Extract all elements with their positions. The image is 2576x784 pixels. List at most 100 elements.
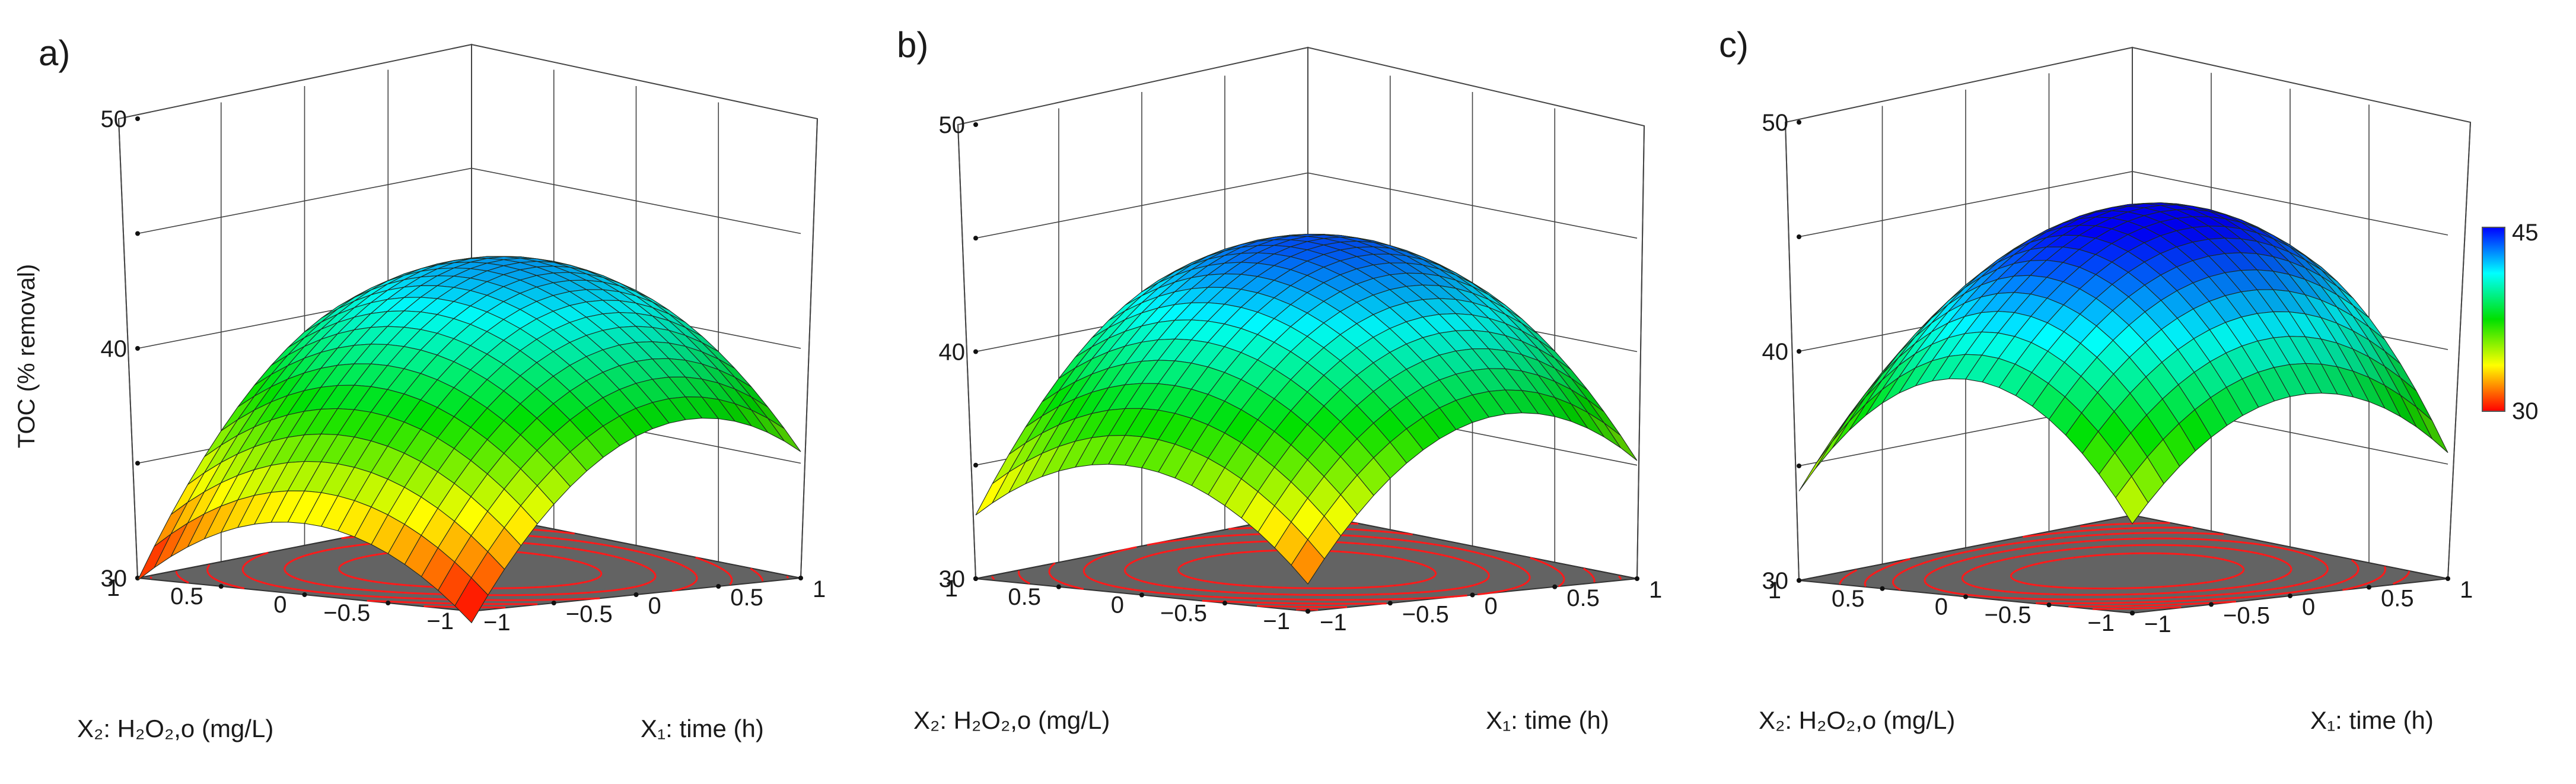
x2-tick-mark: [302, 592, 307, 597]
z-tick-mark: [135, 231, 140, 236]
surface-patch: [2115, 475, 2149, 525]
x1-axis-label: X₁: time (h): [2310, 706, 2434, 734]
x1-tick-mark: [2367, 585, 2371, 590]
panel-a: a) TOC (% removal) 30 40 50 1 0.5 0 −0.5 −1 −1 −0…: [14, 33, 826, 742]
response-surface: [1798, 202, 2448, 525]
box-edge: [118, 118, 138, 579]
z-tick-mark: [1797, 234, 1801, 239]
z-tick-mark: [1797, 120, 1801, 125]
panel-c: c) 30 40 50 1 0.5 0 −0.5 −1 −1 −0.5 0 0.5 1 X₂: H₂O₂…: [1719, 25, 2473, 734]
x1-tick-mark: [551, 601, 556, 605]
x2-tick-label: 0: [1935, 594, 1948, 620]
x1-tick-label: 1: [813, 576, 826, 602]
z-tick-mark: [973, 349, 978, 354]
x1-tick-mark: [1387, 601, 1393, 606]
x2-tick-label: 1: [1768, 577, 1781, 604]
panel-label-b: b): [897, 25, 928, 65]
z-tick-mark: [135, 346, 140, 351]
x2-tick-mark: [1056, 584, 1061, 589]
x2-tick-label: −0.5: [1160, 600, 1207, 626]
x2-tick-label: 1: [945, 576, 958, 602]
contour-line: [1177, 549, 1437, 589]
x1-tick-label: −1: [483, 610, 511, 636]
contour-line: [1924, 537, 2329, 601]
x2-tick-mark: [973, 576, 978, 581]
z-tick-mark: [973, 462, 978, 468]
x1-tick-label: 0.5: [730, 585, 763, 611]
wall-gridline: [975, 172, 1638, 239]
x1-tick-label: −1: [1320, 610, 1347, 636]
z-axis-label: TOC (% removal): [14, 264, 40, 448]
x2-axis-label: X₂: H₂O₂,o (mg/L): [1759, 706, 1955, 734]
x1-tick-mark: [798, 576, 803, 580]
colorbar-min-label: 30: [2512, 398, 2539, 424]
z-tick-mark: [135, 461, 140, 466]
x1-tick-label: 0: [648, 593, 661, 619]
x1-tick-mark: [2209, 602, 2214, 607]
x2-tick-mark: [1880, 586, 1885, 591]
box-edge: [1785, 122, 1800, 581]
x1-axis-label: X₁: time (h): [1486, 706, 1609, 734]
wall-gridline: [1798, 171, 2448, 237]
x2-tick-mark: [386, 601, 391, 605]
x1-tick-mark: [2288, 593, 2292, 598]
x2-tick-label: 0.5: [1832, 586, 1865, 612]
panel-label-a: a): [39, 33, 70, 73]
panel-label-c: c): [1719, 25, 1749, 65]
x1-tick-label: 0.5: [1566, 585, 1600, 611]
box-edge: [800, 118, 818, 579]
z-tick-label: 30: [1762, 568, 1789, 594]
surface-patch: [1291, 539, 1325, 585]
box-edge: [1636, 125, 1645, 579]
z-tick-mark: [1797, 464, 1801, 468]
x2-tick-label: −1: [426, 608, 454, 634]
z-tick-mark: [973, 236, 978, 241]
z-tick-label: 40: [939, 339, 966, 366]
colorbar-max-label: 45: [2512, 220, 2539, 246]
wall-gridline: [137, 167, 801, 234]
panel-b: b) 30 40 50 1 0.5 0 −0.5 −1 −1 −0.5 0 0.5 1 X₂: H₂O₂…: [897, 25, 1662, 734]
contour-line: [1892, 532, 2360, 604]
z-tick-label: 50: [101, 106, 128, 132]
panel-b-plot: 30 40 50 1 0.5 0 −0.5 −1 −1 −0.5 0 0.5 1: [939, 46, 1662, 636]
colorbar-gradient: [2482, 227, 2505, 412]
panel-c-plot: 30 40 50 1 0.5 0 −0.5 −1 −1 −0.5 0 0.5 1: [1762, 46, 2473, 637]
x1-tick-mark: [633, 592, 639, 597]
z-tick-mark: [973, 122, 978, 127]
x2-tick-label: 0.5: [170, 583, 203, 610]
contour-line: [1123, 540, 1490, 596]
x1-tick-label: −0.5: [2223, 603, 2270, 629]
x2-tick-mark: [1139, 592, 1144, 598]
box-edge: [2447, 122, 2471, 579]
x2-tick-label: 1: [107, 575, 120, 601]
contour-line: [1961, 544, 2292, 596]
x2-axis-label: X₂: H₂O₂,o (mg/L): [77, 715, 273, 742]
x1-tick-label: −0.5: [1402, 601, 1449, 627]
x1-tick-label: −1: [2144, 611, 2171, 637]
x1-tick-mark: [1305, 609, 1310, 614]
x2-tick-label: 0: [273, 592, 286, 618]
z-tick-label: 40: [101, 336, 128, 362]
x2-tick-mark: [1797, 578, 1801, 583]
x1-tick-label: −0.5: [566, 601, 613, 627]
x2-tick-mark: [218, 584, 224, 589]
x1-tick-label: 1: [1649, 577, 1662, 603]
response-surface: [975, 233, 1638, 585]
x2-axis-label: X₂: H₂O₂,o (mg/L): [913, 706, 1110, 734]
x2-tick-mark: [2046, 602, 2052, 608]
x1-tick-mark: [716, 584, 721, 589]
x1-tick-mark: [1635, 576, 1639, 581]
x1-tick-mark: [1552, 584, 1558, 589]
contour-line: [1864, 526, 2386, 608]
x1-axis-label: X₁: time (h): [641, 715, 764, 742]
x1-tick-label: 0: [2302, 594, 2315, 620]
x2-tick-mark: [1963, 594, 1968, 599]
x1-tick-label: 0.5: [2381, 586, 2414, 612]
x2-tick-mark: [1222, 601, 1227, 606]
colorbar: 45 30: [2482, 220, 2539, 424]
x1-tick-mark: [2130, 611, 2135, 615]
x2-tick-label: 0: [1111, 592, 1124, 618]
x2-tick-label: −0.5: [323, 600, 370, 626]
x1-tick-label: 0: [1485, 593, 1498, 620]
